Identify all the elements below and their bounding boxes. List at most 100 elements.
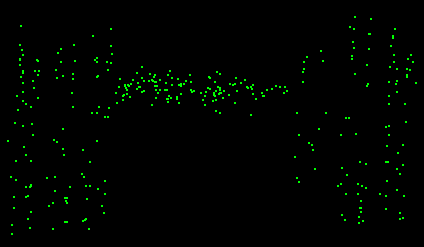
Point [393,82,400,85]
Point [394,167,401,171]
Point [199,98,206,102]
Point [60,127,67,131]
Point [146,72,153,76]
Point [141,89,148,93]
Point [249,92,256,96]
Point [300,80,307,84]
Point [20,90,27,94]
Point [20,124,27,128]
Point [80,219,87,223]
Point [20,100,26,103]
Point [367,32,374,36]
Point [244,85,251,89]
Point [339,213,346,217]
Point [213,109,220,113]
Point [215,92,222,96]
Point [28,210,34,214]
Point [305,141,312,145]
Point [205,86,212,90]
Point [352,15,359,19]
Point [10,206,17,210]
Point [217,88,224,92]
Point [87,161,94,165]
Point [202,90,209,94]
Point [364,63,371,67]
Point [126,84,132,88]
Point [102,179,109,183]
Point [299,70,306,74]
Point [209,99,216,103]
Point [152,84,159,88]
Point [363,162,369,166]
Point [70,77,76,81]
Point [63,199,70,203]
Point [93,60,100,64]
Point [33,58,40,62]
Point [390,53,397,57]
Point [232,82,238,86]
Point [28,122,35,126]
Point [211,93,218,97]
Point [282,85,288,89]
Point [281,91,288,95]
Point [396,172,403,176]
Point [385,124,392,128]
Point [368,17,374,21]
Point [83,184,89,188]
Point [139,90,145,94]
Point [115,85,122,89]
Point [338,166,345,170]
Point [391,27,398,31]
Point [181,82,187,86]
Point [16,63,23,67]
Point [174,77,181,81]
Point [229,83,236,87]
Point [28,105,34,109]
Point [394,151,401,155]
Point [146,79,153,83]
Point [95,187,101,191]
Point [232,76,239,80]
Point [357,160,363,164]
Point [27,185,34,189]
Point [137,85,144,89]
Point [174,97,181,101]
Point [44,176,50,180]
Point [165,97,172,101]
Point [301,60,308,64]
Point [102,192,109,196]
Point [20,145,27,149]
Point [284,89,290,93]
Point [226,82,233,86]
Point [104,115,111,119]
Point [122,84,128,88]
Point [357,210,364,214]
Point [165,73,172,77]
Point [386,94,393,98]
Point [346,116,352,120]
Point [176,101,182,105]
Point [53,68,60,72]
Point [385,133,392,137]
Point [141,79,148,83]
Point [64,220,71,224]
Point [128,82,134,86]
Point [99,204,106,208]
Point [34,59,41,63]
Point [320,59,326,63]
Point [178,84,184,88]
Point [277,85,284,89]
Point [217,72,224,76]
Point [349,54,356,58]
Point [312,167,319,171]
Point [220,89,227,93]
Point [388,44,394,48]
Point [121,93,128,97]
Point [363,84,370,88]
Point [359,219,366,223]
Point [22,195,29,199]
Point [406,68,413,72]
Point [135,81,142,85]
Point [166,94,173,98]
Point [347,25,354,29]
